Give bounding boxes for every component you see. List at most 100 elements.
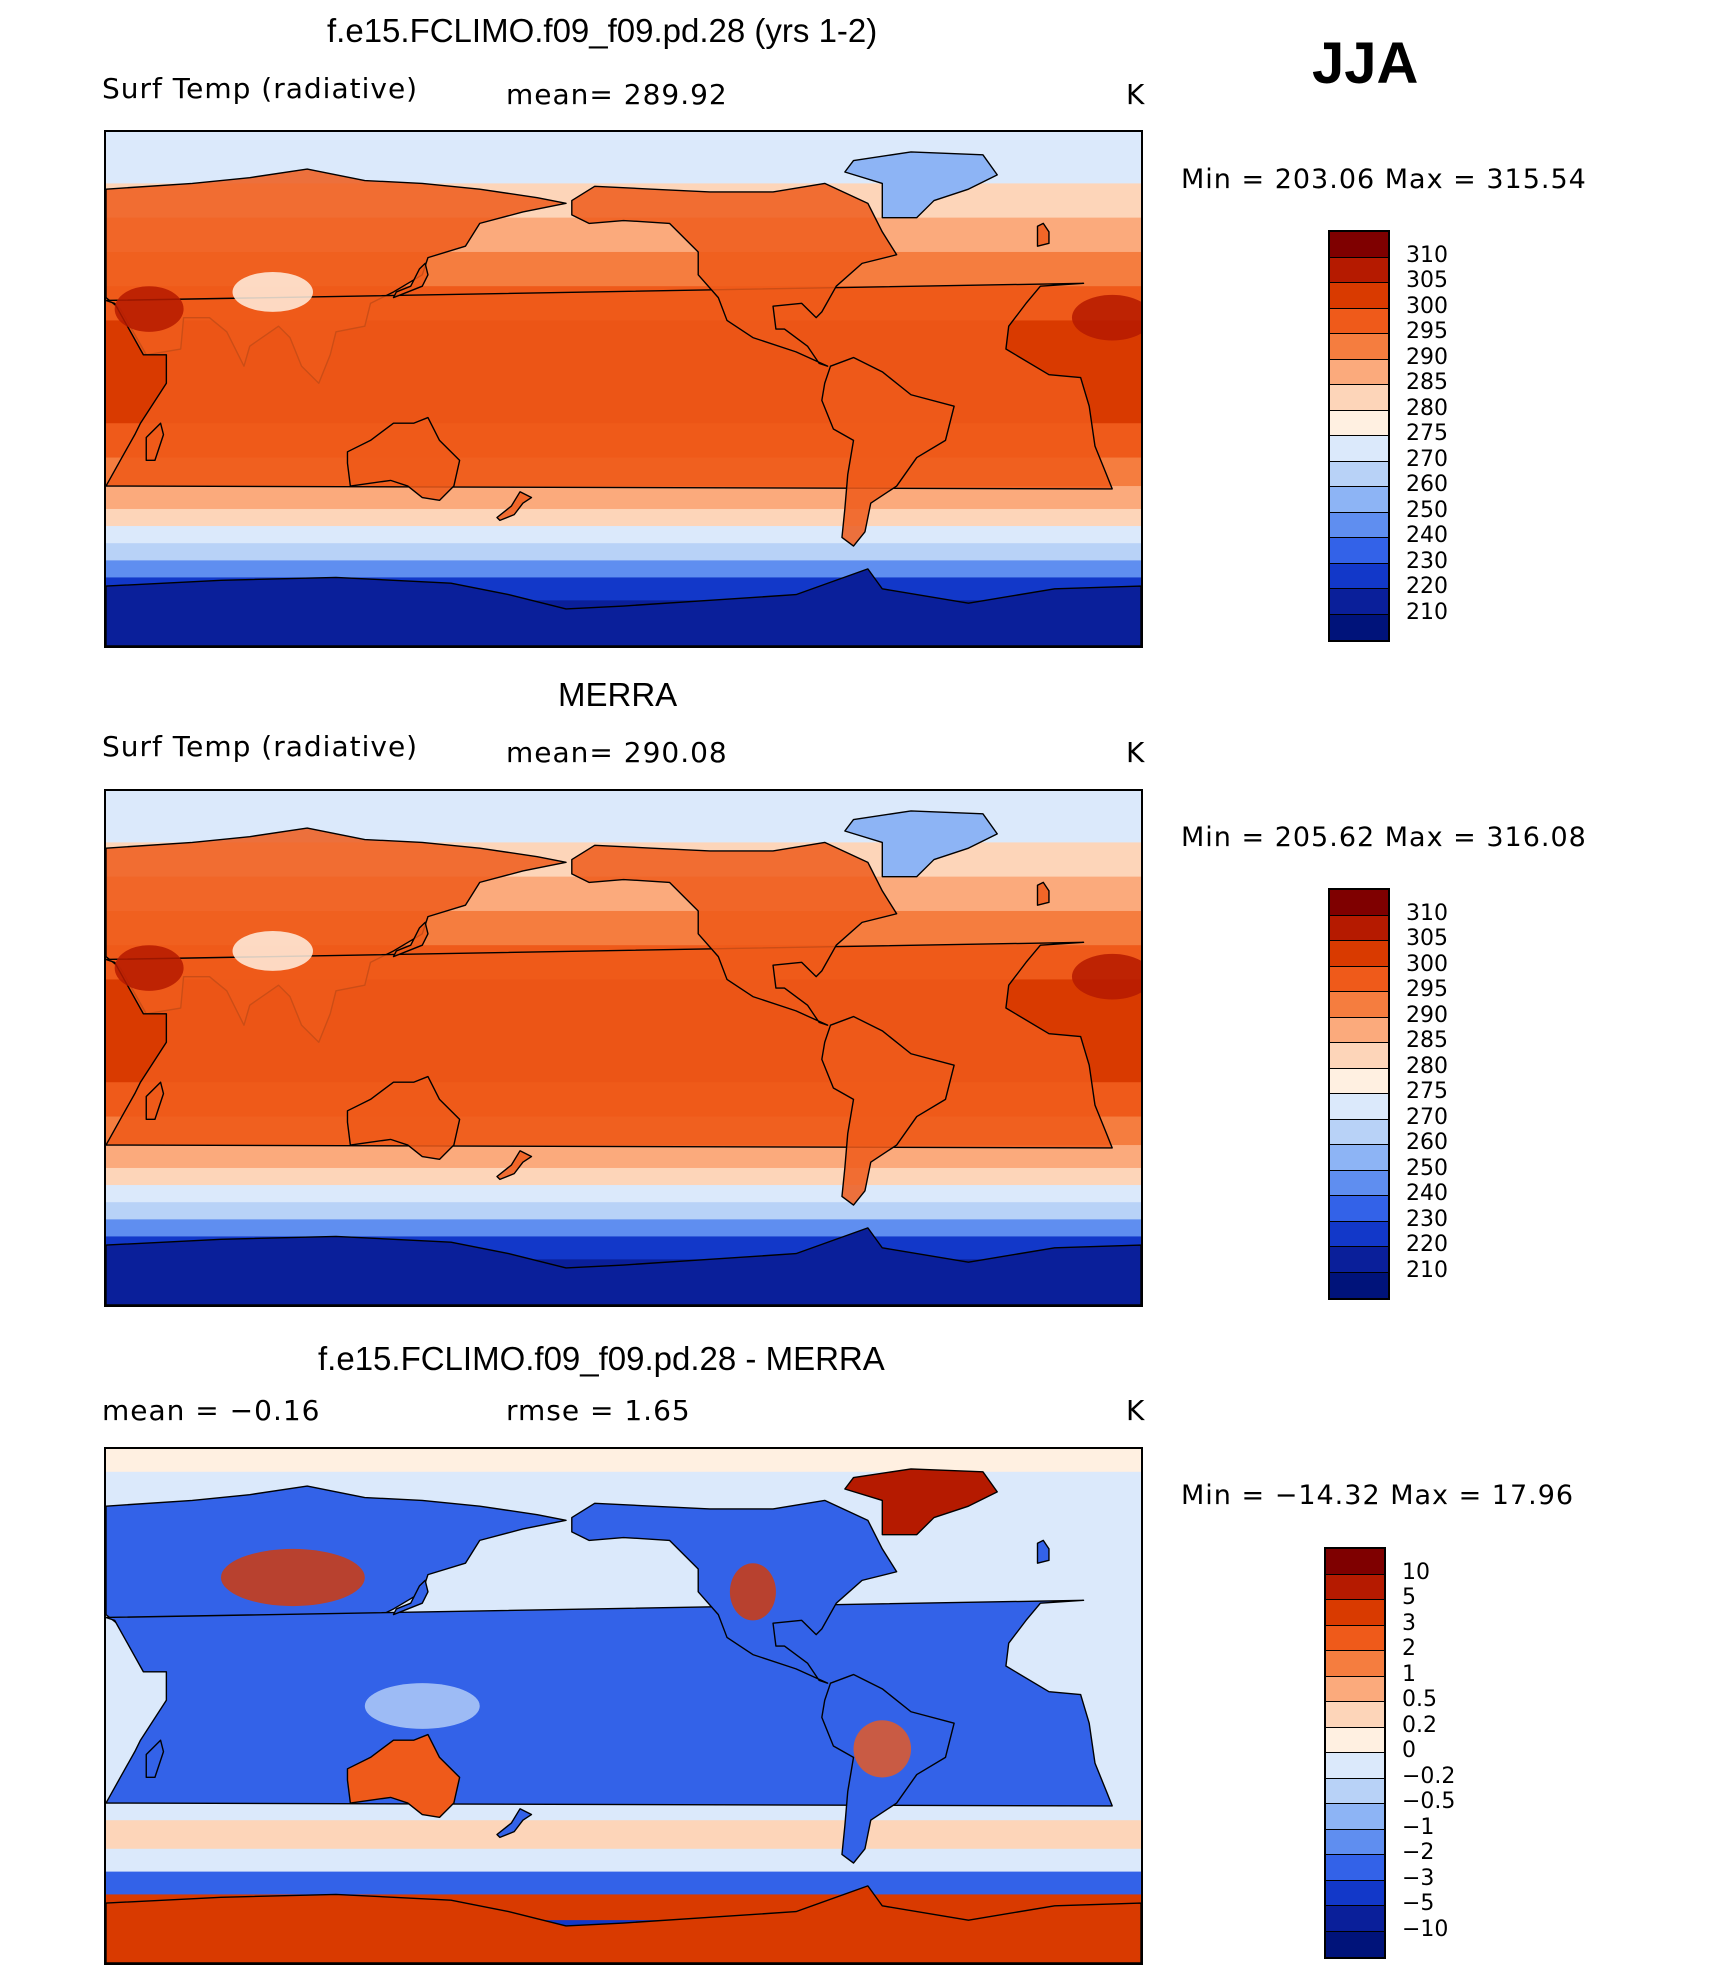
colorbar-swatch — [1326, 1651, 1384, 1677]
panel-diff-units-label: K — [1126, 1394, 1146, 1427]
colorbar-label: 300 — [1406, 293, 1448, 319]
colorbar-swatch — [1330, 410, 1388, 436]
colorbar-swatch — [1326, 1600, 1384, 1626]
panel-model-minmax-label: Min = 203.06 Max = 315.54 — [1181, 164, 1587, 195]
panel-obs-map — [104, 789, 1143, 1307]
map-band — [106, 1449, 1141, 1473]
panel-obs-mean-label: mean= 290.08 — [506, 736, 728, 769]
map-band — [106, 1219, 1141, 1238]
coastline-madagascar — [145, 1739, 165, 1779]
colorbar-swatch — [1326, 1625, 1384, 1651]
colorbar-label: 5 — [1402, 1585, 1416, 1610]
map-band — [106, 1185, 1141, 1203]
map-canvas — [106, 1449, 1141, 1963]
colorbar-swatch — [1326, 1906, 1384, 1932]
colorbar-swatch — [1330, 436, 1388, 462]
map-band — [106, 508, 1141, 527]
map-anomaly — [729, 1563, 776, 1621]
panel-diff-mean-label: mean = −0.16 — [102, 1394, 321, 1427]
colorbar-label: 305 — [1406, 268, 1448, 293]
colorbar-swatch — [1330, 966, 1388, 992]
colorbar-boxes — [1324, 1547, 1386, 1959]
colorbar-label: 275 — [1406, 1079, 1448, 1104]
colorbar-swatch — [1326, 1778, 1384, 1804]
colorbar-label: 280 — [1406, 1053, 1448, 1079]
map-anomaly — [364, 1683, 480, 1729]
colorbar-label: 240 — [1406, 1181, 1448, 1206]
panel-diff-rmse-label: rmse = 1.65 — [506, 1394, 691, 1427]
panel-diff-title: f.e15.FCLIMO.f09_f09.pd.28 - MERRA — [318, 1340, 885, 1377]
colorbar-label: 250 — [1406, 1155, 1448, 1181]
coastline-greenland — [844, 151, 998, 219]
coastline-south-america — [821, 356, 955, 547]
map-anomaly — [1071, 953, 1141, 1000]
colorbar-label: 230 — [1406, 548, 1448, 574]
colorbar-label: 210 — [1406, 599, 1448, 625]
colorbar-swatch — [1326, 1804, 1384, 1830]
colorbar-label: 0.5 — [1402, 1687, 1437, 1712]
coastline-uk — [1036, 1539, 1050, 1564]
colorbar-label: 1 — [1402, 1661, 1416, 1687]
coastline-japan — [392, 262, 429, 299]
map-band — [106, 1820, 1141, 1850]
colorbar-swatch — [1326, 1676, 1384, 1702]
coastline-australia — [346, 416, 461, 502]
coastline-japan — [392, 921, 429, 958]
colorbar-boxes — [1328, 888, 1390, 1300]
map-band — [106, 1145, 1141, 1169]
map-anomaly — [232, 272, 313, 312]
panel-model-title: f.e15.FCLIMO.f09_f09.pd.28 (yrs 1-2) — [327, 12, 878, 49]
colorbar-label: 310 — [1406, 242, 1448, 268]
colorbar-swatch — [1330, 1170, 1388, 1196]
colorbar-label: −10 — [1402, 1916, 1449, 1942]
panel-model-map — [104, 130, 1143, 648]
coastline-north-america — [571, 841, 898, 1026]
colorbar-label: 260 — [1406, 472, 1448, 497]
colorbar-label: 3 — [1402, 1610, 1416, 1636]
colorbar-swatch — [1330, 1017, 1388, 1043]
colorbar-label: 310 — [1406, 900, 1448, 926]
map-anomaly — [114, 286, 184, 332]
colorbar-swatch — [1330, 385, 1388, 411]
panel-obs-minmax-label: Min = 205.62 Max = 316.08 — [1181, 822, 1587, 853]
map-band — [106, 1202, 1141, 1220]
map-canvas — [106, 791, 1141, 1305]
colorbar-label: 290 — [1406, 1002, 1448, 1028]
colorbar-label: 220 — [1406, 1232, 1448, 1257]
colorbar-label: −5 — [1402, 1891, 1435, 1916]
colorbar-label: −0.5 — [1402, 1789, 1456, 1814]
coastline-japan — [392, 1579, 429, 1616]
colorbar-swatch — [1330, 589, 1388, 615]
coastline-africa — [106, 282, 1113, 490]
colorbar-label: 260 — [1406, 1130, 1448, 1155]
colorbar-label: 10 — [1402, 1559, 1430, 1585]
panel-diff-map — [104, 1447, 1143, 1965]
coastline-antarctica — [106, 1227, 1141, 1305]
coastline-north-america — [571, 182, 898, 367]
colorbar-swatch — [1330, 359, 1388, 385]
colorbar-swatch — [1330, 512, 1388, 538]
map-anomaly — [1071, 294, 1141, 341]
colorbar-label: −0.2 — [1402, 1763, 1456, 1789]
coastline-madagascar — [145, 422, 165, 462]
colorbar-swatch — [1326, 1574, 1384, 1600]
colorbar-swatch — [1330, 538, 1388, 564]
colorbar-swatch — [1326, 1880, 1384, 1906]
colorbar-label: 0 — [1402, 1738, 1416, 1763]
coastline-new-zealand — [496, 1150, 533, 1181]
colorbar-swatch — [1330, 915, 1388, 941]
coastline-greenland — [844, 810, 998, 878]
colorbar-swatch — [1330, 1119, 1388, 1145]
colorbar-label: 0.2 — [1402, 1712, 1437, 1738]
colorbar-swatch — [1330, 308, 1388, 334]
colorbar-swatch — [1330, 232, 1388, 258]
coastline-australia — [346, 1733, 461, 1819]
coastline-south-america — [821, 1015, 955, 1206]
colorbar-label: 290 — [1406, 344, 1448, 370]
colorbar-label: 285 — [1406, 1028, 1448, 1053]
colorbar-swatch — [1330, 1094, 1388, 1120]
colorbar-swatch — [1326, 1702, 1384, 1728]
coastline-greenland — [844, 1468, 998, 1536]
map-band — [106, 1167, 1141, 1186]
colorbar-swatch — [1330, 257, 1388, 283]
